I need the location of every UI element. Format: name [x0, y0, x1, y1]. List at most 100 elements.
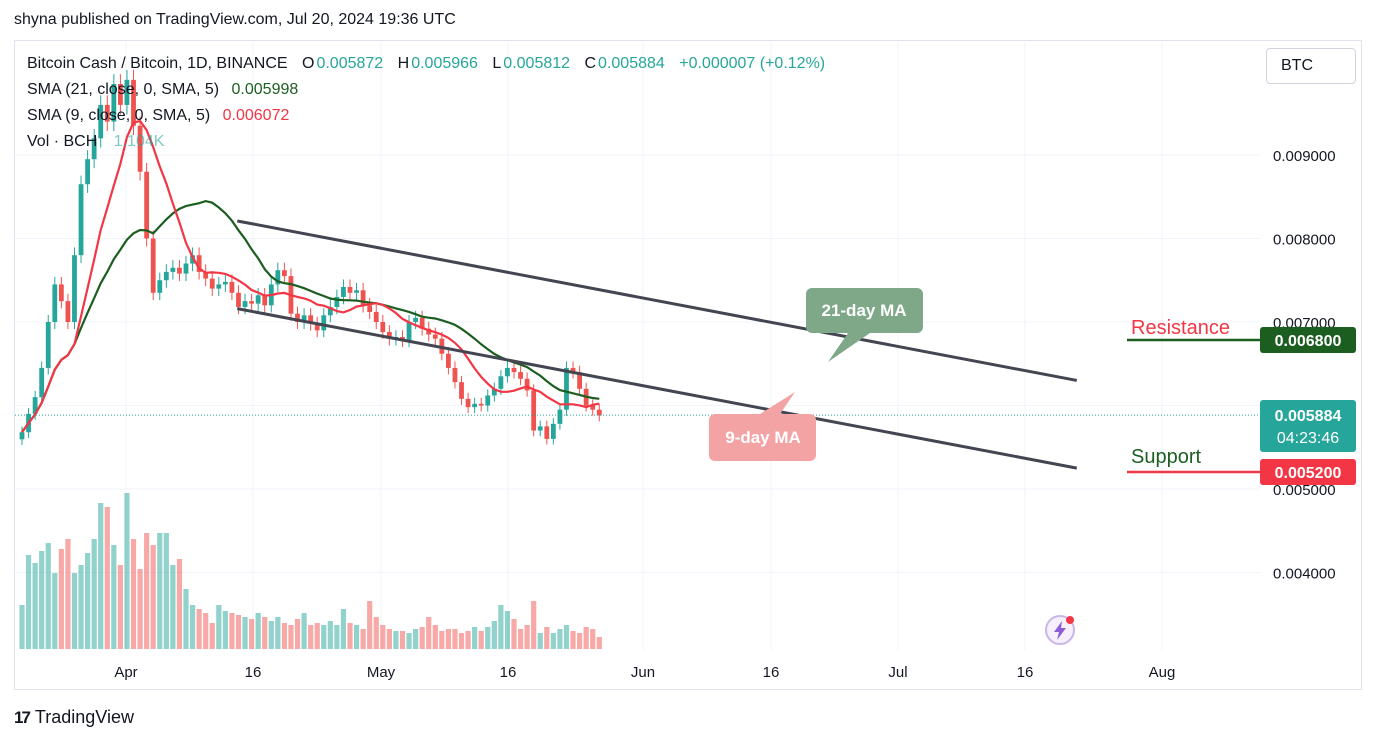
candle-body — [354, 290, 359, 293]
volume-bar — [111, 545, 117, 649]
legend-sma21[interactable]: SMA (21, close, 0, SMA, 5) 0.005998 — [27, 81, 300, 99]
volume-bar — [71, 573, 78, 649]
candle-body — [419, 317, 425, 329]
volume-bar — [472, 627, 478, 649]
volume-bar — [439, 631, 445, 649]
volume-bar — [347, 623, 353, 649]
volume-bar — [170, 565, 176, 649]
volume-bar — [550, 633, 556, 649]
candle-body — [137, 125, 143, 172]
legend-title[interactable]: Bitcoin Cash / Bitcoin, 1D, BINANCE — [27, 55, 288, 72]
candle-body — [314, 323, 320, 331]
legend-h-label: H — [397, 55, 410, 72]
candle-body — [478, 403, 484, 406]
volume-bar — [255, 613, 261, 649]
y-tick-label: 0.008000 — [1273, 232, 1336, 249]
volume-bar — [249, 619, 255, 649]
candle-body — [45, 322, 51, 368]
volume-bar — [380, 625, 386, 649]
volume-bar — [511, 619, 517, 649]
support-price-tag: 0.005200 — [1260, 459, 1356, 485]
candle-body — [334, 296, 340, 307]
last-price-tag: 0.005884 04:23:46 — [1260, 400, 1356, 452]
candle-body — [170, 267, 176, 272]
candle-body — [65, 301, 71, 322]
candle-body — [124, 79, 130, 105]
candle-body — [39, 367, 45, 398]
volume-bar — [491, 621, 497, 649]
legend-h-value: 0.005966 — [411, 55, 478, 72]
candle-body — [163, 271, 169, 281]
volume-bar — [308, 625, 314, 649]
legend-change: +0.000007 (+0.12%) — [679, 55, 826, 72]
volume-bar — [373, 617, 379, 649]
candle-body — [19, 432, 25, 440]
legend-ohlc: Bitcoin Cash / Bitcoin, 1D, BINANCE O 0.0… — [27, 55, 827, 73]
volume-bar — [537, 633, 543, 649]
candle-body — [327, 306, 333, 316]
candle-body — [426, 328, 432, 335]
candle-body — [236, 292, 241, 307]
candle-body — [222, 281, 228, 285]
channel-lower-line — [237, 307, 1078, 470]
candle-body — [308, 315, 314, 324]
resistance-price-text: 0.006800 — [1275, 333, 1342, 350]
volume-bar — [268, 621, 274, 649]
candle-body — [255, 295, 261, 304]
volume-bar — [340, 609, 347, 649]
candle-body — [321, 315, 327, 331]
volume-bar — [353, 625, 360, 649]
volume-bar — [157, 533, 163, 649]
legend-l-value: 0.005812 — [503, 55, 571, 72]
volume-bar — [563, 625, 570, 649]
currency-button[interactable]: BTC — [1266, 48, 1356, 84]
volume-bar — [413, 629, 419, 649]
volume-bar — [367, 601, 373, 649]
volume-bar — [590, 629, 596, 649]
candle-body — [518, 372, 523, 379]
channel-upper-line — [237, 219, 1078, 382]
footer-brand[interactable]: 17 TradingView — [14, 707, 134, 728]
countdown-text: 04:23:46 — [1277, 430, 1339, 447]
candle-body — [564, 367, 569, 410]
candle-body — [111, 84, 117, 122]
volume-bar — [426, 617, 432, 649]
volume-bar — [19, 605, 25, 649]
legend-volume[interactable]: Vol · BCH 1.104K — [27, 133, 166, 151]
candle-body — [406, 322, 412, 341]
candle-body — [550, 423, 556, 439]
candle-body — [118, 84, 123, 105]
sma9-line — [21, 119, 600, 433]
candle-body — [144, 171, 150, 239]
volume-bar — [485, 627, 491, 649]
volume-bar — [216, 605, 222, 649]
candle-body — [360, 290, 366, 306]
legend-sma9-value: 0.006072 — [222, 107, 290, 124]
lightning-icon[interactable] — [1045, 615, 1075, 645]
volume-bar — [91, 539, 97, 649]
volume-bar — [104, 507, 110, 649]
volume-bar — [360, 629, 366, 649]
volume-bar — [531, 601, 537, 649]
candle-body — [104, 104, 110, 122]
volume-bar — [452, 629, 458, 649]
legend-c-label: C — [584, 55, 597, 72]
volume-bar — [222, 611, 228, 649]
candle-body — [367, 305, 373, 312]
candle-body — [511, 367, 517, 373]
candle-body — [590, 405, 596, 410]
candle-body — [485, 395, 491, 406]
legend-sma9[interactable]: SMA (9, close, 0, SMA, 5) 0.006072 — [27, 107, 291, 125]
legend-sma21-value: 0.005998 — [231, 81, 299, 98]
candle-body — [432, 334, 438, 339]
candle-body — [544, 426, 550, 439]
volume-bar — [209, 623, 215, 649]
candle-body — [157, 280, 163, 293]
candle-body — [491, 388, 497, 396]
candle-body — [577, 372, 582, 389]
volume-bar — [406, 633, 412, 649]
volume-bar — [524, 625, 530, 649]
chart-frame — [14, 40, 1362, 690]
x-tick-label: May — [367, 664, 396, 681]
